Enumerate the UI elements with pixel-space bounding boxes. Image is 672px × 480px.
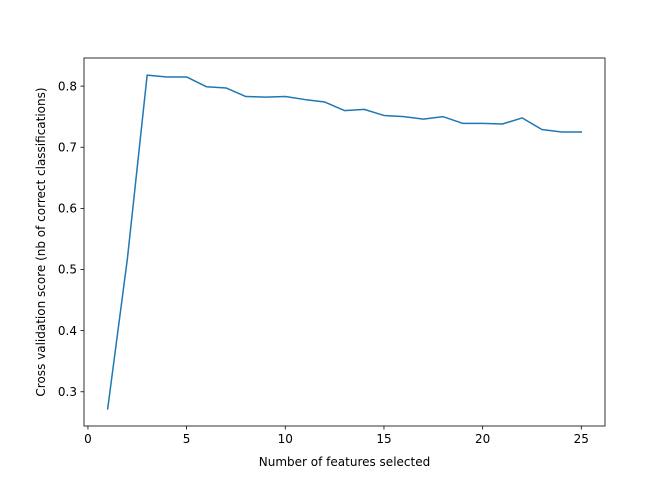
x-axis: 0 5 10 15 20 25 (84, 426, 589, 446)
x-axis-label: Number of features selected (259, 455, 430, 469)
x-tick-label: 25 (574, 432, 589, 446)
x-tick-label: 20 (475, 432, 490, 446)
axes-frame (83, 57, 606, 427)
y-tick-label: 0.4 (58, 324, 77, 338)
x-tick-label: 0 (84, 432, 92, 446)
y-tick-label: 0.8 (58, 79, 77, 93)
y-axis-label: Cross validation score (nb of correct cl… (34, 87, 48, 396)
y-tick-label: 0.3 (58, 385, 77, 399)
y-tick-label: 0.5 (58, 263, 77, 277)
y-tick-label: 0.7 (58, 140, 77, 154)
y-tick-label: 0.6 (58, 202, 77, 216)
x-tick-label: 5 (183, 432, 191, 446)
series-line (106, 74, 583, 410)
x-tick-label: 10 (278, 432, 293, 446)
plot-area (106, 74, 583, 410)
y-axis: 0.3 0.4 0.5 0.6 0.7 0.8 (58, 79, 84, 399)
x-tick-label: 15 (376, 432, 391, 446)
